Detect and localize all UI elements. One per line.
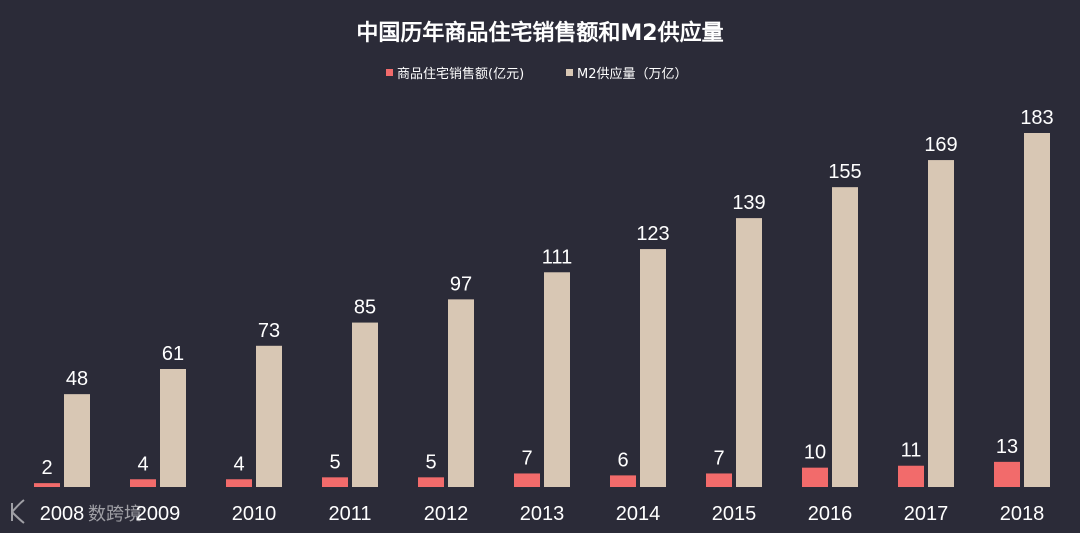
bars [34, 133, 1050, 488]
bar-m2-2016 [832, 187, 858, 487]
data-label-m2-2011: 85 [354, 297, 376, 319]
bar-m2-2008 [64, 394, 90, 487]
bar-sales-2010 [226, 479, 252, 487]
bar-m2-2013 [544, 272, 570, 487]
legend: 商品住宅销售额(亿元) M2供应量（万亿） [386, 66, 688, 82]
data-label-sales-2017: 11 [901, 440, 922, 462]
data-label-sales-2012: 5 [425, 451, 436, 473]
data-label-m2-2015: 139 [732, 192, 765, 214]
data-label-sales-2011: 5 [329, 451, 340, 473]
data-label-sales-2009: 4 [137, 453, 148, 475]
watermark-logo-icon [11, 499, 25, 524]
data-label-sales-2015: 7 [713, 447, 724, 469]
legend-swatch-m2 [566, 69, 573, 76]
bar-sales-2018 [994, 461, 1020, 487]
data-label-m2-2017: 169 [924, 134, 957, 156]
bar-sales-2009 [130, 479, 156, 487]
data-labels: 2 48 4 61 4 73 5 85 5 97 7 111 6 123 7 139 10 155 11 169 13 1… [41, 107, 1053, 479]
bar-m2-2017 [928, 160, 954, 487]
bar-sales-2015 [706, 473, 732, 487]
data-label-sales-2018: 13 [996, 436, 1018, 458]
data-label-sales-2014: 6 [617, 449, 628, 471]
x-tick-label-2011: 2011 [328, 503, 371, 525]
data-label-sales-2016: 10 [804, 442, 826, 464]
bar-sales-2017 [898, 465, 924, 487]
chart-title: 中国历年商品住宅销售额和M2供应量 [356, 20, 723, 46]
bar-sales-2008 [34, 483, 60, 487]
data-label-m2-2013: 111 [542, 246, 572, 268]
data-label-sales-2008: 2 [41, 457, 52, 479]
x-tick-label-2012: 2012 [424, 503, 469, 525]
data-label-m2-2012: 97 [450, 273, 472, 295]
bar-m2-2009 [160, 369, 186, 487]
bar-sales-2011 [322, 477, 348, 487]
x-tick-label-2009: 2009 [136, 503, 181, 525]
bar-m2-2014 [640, 249, 666, 487]
bar-sales-2012 [418, 477, 444, 487]
bar-sales-2013 [514, 473, 540, 487]
legend-label-m2: M2供应量（万亿） [577, 66, 688, 82]
x-tick-label-2016: 2016 [808, 503, 853, 525]
bar-m2-2010 [256, 345, 282, 487]
watermark: 数跨境 [11, 499, 142, 525]
legend-label-sales: 商品住宅销售额(亿元) [397, 66, 524, 82]
data-label-m2-2009: 61 [162, 343, 184, 365]
bar-m2-2018 [1024, 133, 1050, 487]
bar-m2-2015 [736, 218, 762, 488]
data-label-m2-2018: 183 [1020, 107, 1053, 129]
data-label-m2-2016: 155 [828, 161, 861, 183]
x-tick-label-2018: 2018 [1000, 503, 1045, 525]
bar-sales-2014 [610, 475, 636, 487]
bar-sales-2016 [802, 467, 828, 487]
data-label-m2-2008: 48 [66, 368, 88, 390]
data-label-m2-2010: 73 [258, 320, 280, 342]
x-tick-label-2008: 2008 [40, 503, 85, 525]
x-tick-label-2013: 2013 [520, 503, 565, 525]
data-label-sales-2010: 4 [233, 453, 244, 475]
x-axis-ticks: 2008 2009 2010 2011 2012 2013 2014 2015 2016 2017… [40, 503, 1045, 525]
x-tick-label-2014: 2014 [616, 503, 661, 525]
watermark-text: 数跨境 [88, 504, 142, 525]
bar-m2-2011 [352, 322, 378, 487]
data-label-m2-2014: 123 [636, 223, 669, 245]
bar-m2-2012 [448, 299, 474, 487]
x-tick-label-2010: 2010 [232, 503, 277, 525]
x-tick-label-2017: 2017 [904, 503, 949, 525]
data-label-sales-2013: 7 [521, 447, 532, 469]
legend-swatch-sales [386, 69, 393, 76]
x-tick-label-2015: 2015 [712, 503, 757, 525]
